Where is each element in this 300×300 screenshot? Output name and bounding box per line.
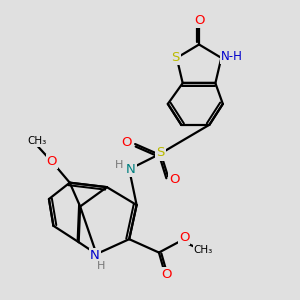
- Text: O: O: [47, 155, 57, 168]
- Text: O: O: [161, 268, 172, 281]
- Text: S: S: [156, 146, 165, 160]
- Text: S: S: [171, 51, 179, 64]
- Text: CH₃: CH₃: [27, 136, 47, 146]
- Text: O: O: [122, 136, 132, 149]
- Text: H: H: [115, 160, 123, 170]
- Text: CH₃: CH₃: [194, 244, 213, 255]
- Text: N-H: N-H: [221, 50, 243, 63]
- Text: N: N: [126, 163, 136, 176]
- Text: H: H: [97, 261, 105, 271]
- Text: O: O: [169, 173, 180, 186]
- Text: N: N: [90, 249, 100, 262]
- Text: O: O: [194, 14, 204, 27]
- Text: O: O: [179, 231, 189, 244]
